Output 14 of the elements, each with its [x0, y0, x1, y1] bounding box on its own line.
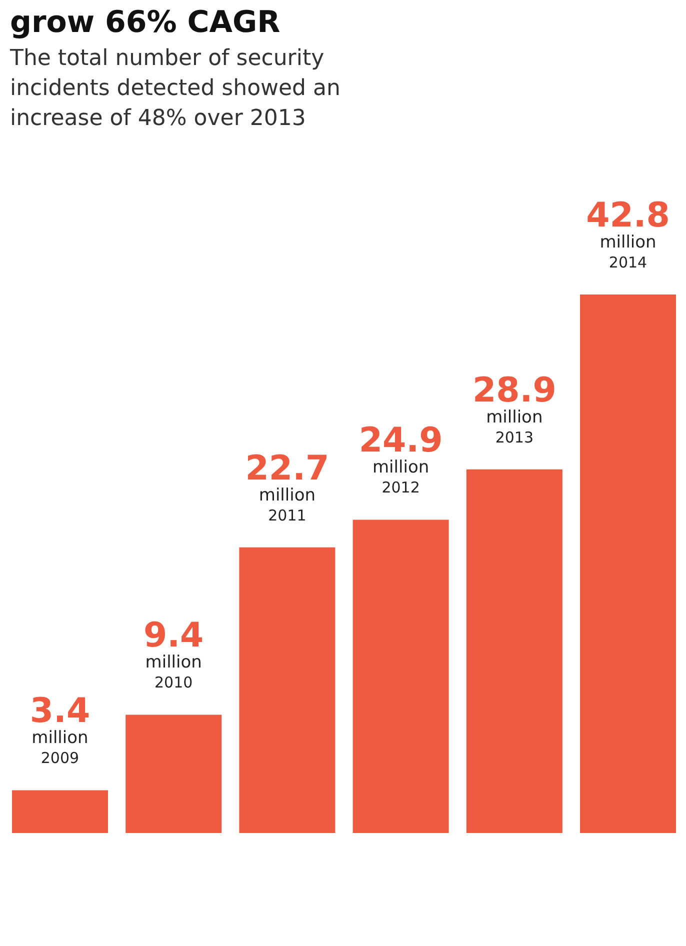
x-tick-label: 2009	[40, 749, 80, 768]
bar	[580, 294, 676, 833]
x-tick-label: 2012	[382, 478, 420, 497]
bar	[239, 547, 336, 833]
x-tick-label: 2010	[154, 674, 193, 692]
chart-subtitle: The total number of security incidents detected showed an increase of 48% over 2013	[9, 46, 340, 131]
x-tick-label: 2014	[608, 254, 648, 272]
x-tick-label: 2013	[495, 428, 534, 446]
bar	[12, 790, 108, 833]
bar	[466, 469, 562, 833]
x-tick-label: 2011	[268, 506, 306, 524]
chart-title: grow 66% CAGR	[10, 5, 280, 40]
bar	[126, 714, 222, 833]
bar	[352, 520, 449, 833]
